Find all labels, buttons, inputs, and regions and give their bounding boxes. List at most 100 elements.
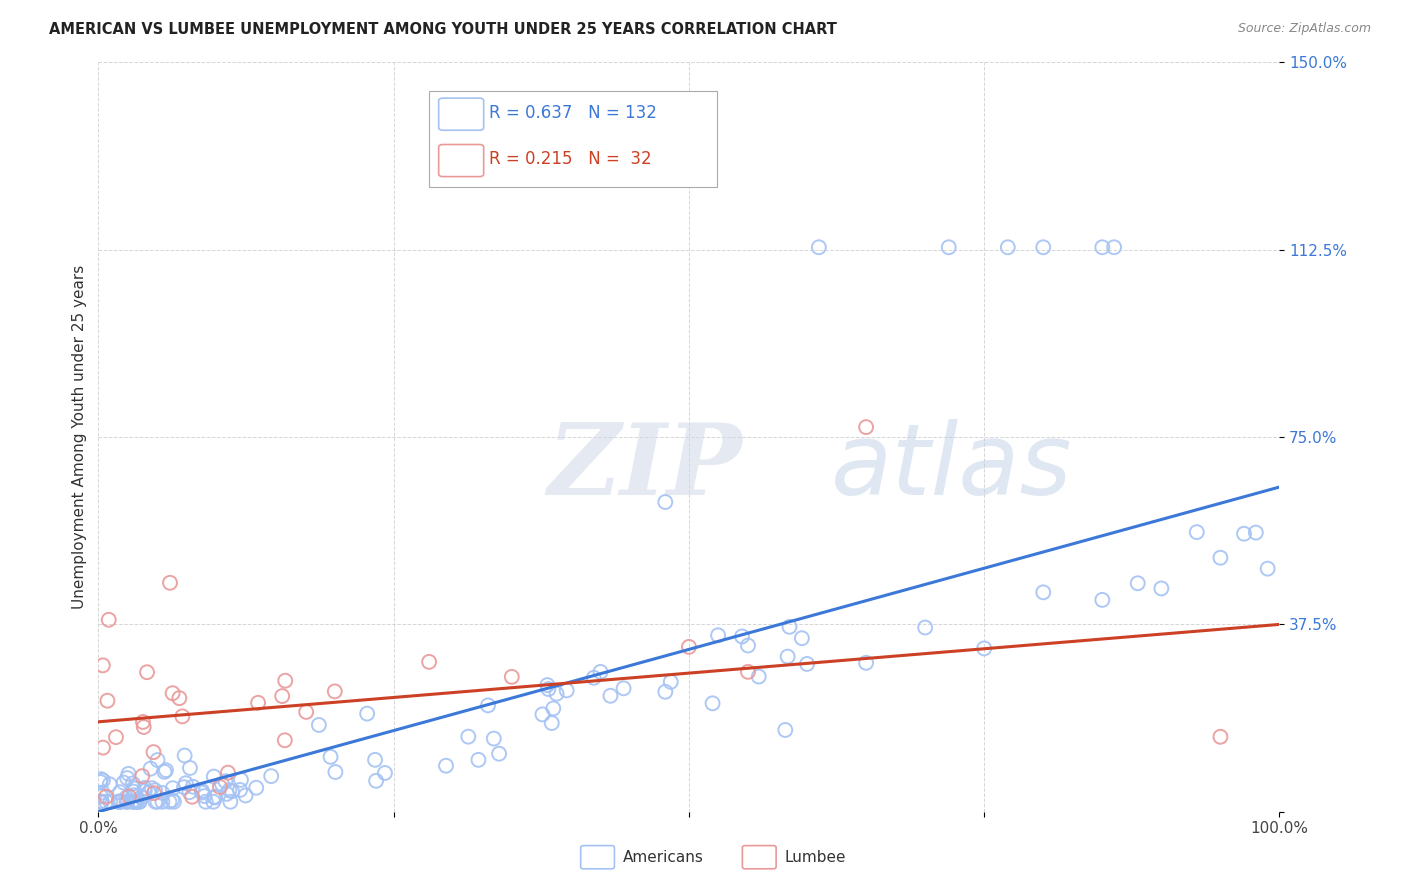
Point: [204, 790, 226, 805]
Point: [115, 790, 138, 805]
Point: [796, 657, 818, 671]
Point: [531, 707, 554, 722]
Point: [1150, 582, 1173, 596]
Point: [89, 775, 111, 789]
Point: [308, 718, 330, 732]
Point: [779, 620, 801, 634]
Point: [142, 786, 165, 800]
Point: [654, 495, 676, 509]
Text: atlas: atlas: [831, 418, 1073, 516]
Point: [202, 795, 225, 809]
Point: [1244, 525, 1267, 540]
Point: [160, 793, 183, 807]
Point: [96, 694, 118, 708]
Point: [98, 795, 121, 809]
Point: [125, 795, 148, 809]
Point: [139, 762, 162, 776]
Point: [323, 684, 346, 698]
Point: [191, 784, 214, 798]
Point: [218, 783, 240, 797]
Point: [776, 649, 799, 664]
Point: [1091, 593, 1114, 607]
Point: [129, 790, 152, 805]
Point: [215, 787, 238, 801]
Point: [543, 701, 565, 715]
Point: [128, 795, 150, 809]
Point: [790, 631, 813, 645]
Point: [142, 745, 165, 759]
Point: [731, 630, 754, 644]
Text: Americans: Americans: [623, 850, 704, 864]
Point: [855, 656, 877, 670]
Point: [152, 795, 174, 809]
Point: [179, 761, 201, 775]
Point: [855, 420, 877, 434]
Point: [274, 673, 297, 688]
Point: [122, 781, 145, 796]
Point: [997, 240, 1019, 254]
Point: [702, 696, 724, 710]
Point: [108, 795, 131, 809]
Point: [112, 775, 135, 789]
Point: [654, 685, 676, 699]
Point: [457, 730, 479, 744]
Point: [107, 795, 129, 809]
Point: [125, 795, 148, 809]
Point: [90, 795, 112, 809]
Point: [90, 772, 112, 787]
Point: [155, 763, 177, 777]
Point: [115, 795, 138, 809]
Text: R = 0.215   N =  32: R = 0.215 N = 32: [489, 150, 652, 168]
Point: [748, 669, 770, 683]
Point: [163, 795, 186, 809]
Point: [181, 789, 204, 804]
Point: [104, 730, 127, 744]
Point: [467, 753, 489, 767]
Point: [214, 774, 236, 789]
Point: [122, 795, 145, 809]
Point: [582, 671, 605, 685]
Point: [121, 795, 143, 809]
Point: [219, 795, 242, 809]
Point: [117, 767, 139, 781]
Text: R = 0.637   N = 132: R = 0.637 N = 132: [489, 104, 657, 122]
Text: Source: ZipAtlas.com: Source: ZipAtlas.com: [1237, 22, 1371, 36]
Point: [482, 731, 505, 746]
Point: [938, 240, 960, 254]
Point: [807, 240, 830, 254]
Point: [138, 786, 160, 800]
Point: [1032, 585, 1054, 599]
Point: [1257, 561, 1279, 575]
Point: [134, 780, 156, 795]
Point: [146, 795, 169, 809]
Point: [124, 795, 146, 809]
Point: [193, 789, 215, 803]
Point: [364, 753, 387, 767]
Point: [152, 786, 174, 800]
Point: [245, 780, 267, 795]
Point: [108, 795, 131, 809]
Point: [589, 665, 612, 679]
Point: [162, 781, 184, 796]
Point: [138, 786, 160, 800]
Point: [146, 753, 169, 767]
Point: [122, 784, 145, 798]
Point: [97, 613, 120, 627]
Point: [90, 789, 112, 804]
Point: [208, 780, 231, 794]
Point: [191, 786, 214, 800]
Point: [374, 766, 396, 780]
Point: [115, 795, 138, 809]
Point: [247, 696, 270, 710]
Point: [122, 788, 145, 802]
Point: [229, 783, 252, 797]
Point: [94, 795, 117, 809]
Point: [169, 691, 191, 706]
Point: [115, 771, 138, 785]
Point: [162, 686, 184, 700]
Point: [540, 716, 562, 731]
Point: [488, 747, 510, 761]
Point: [91, 658, 114, 673]
Point: [202, 789, 225, 804]
Point: [1102, 240, 1125, 254]
